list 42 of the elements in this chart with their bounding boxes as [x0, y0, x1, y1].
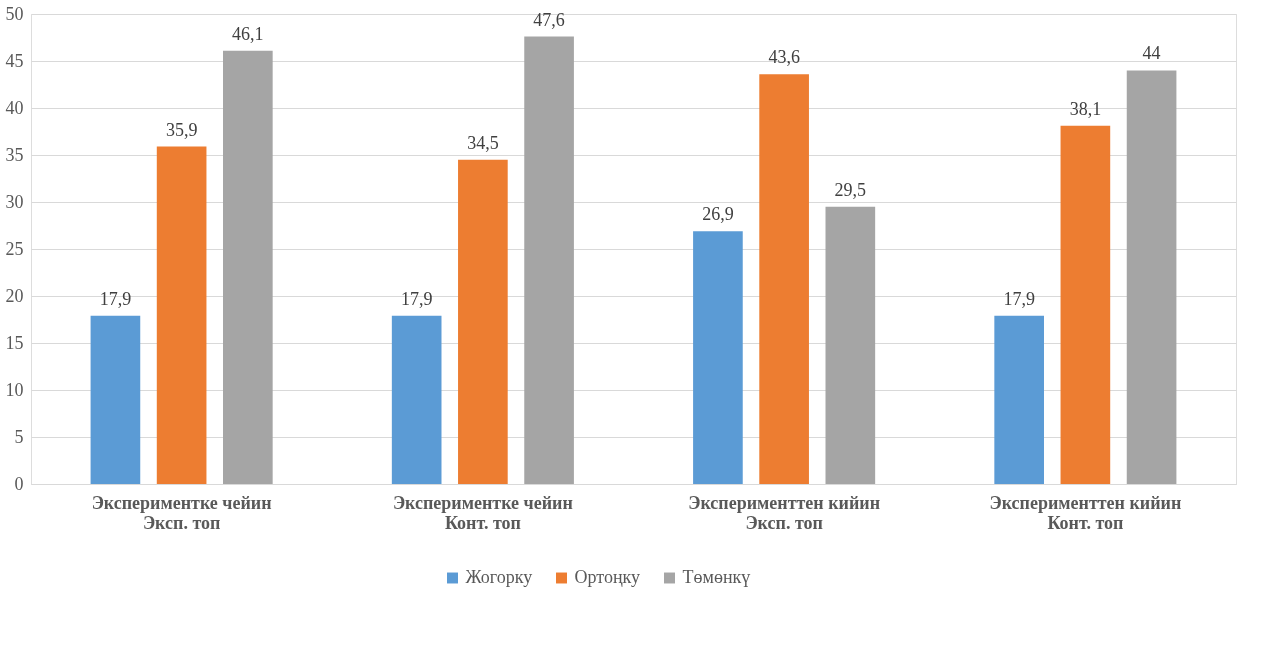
bar: [223, 50, 273, 484]
data-label: 35,9: [165, 119, 198, 140]
y-tick-label: 30: [5, 191, 24, 212]
bar: [825, 206, 876, 484]
bar: [1060, 125, 1111, 484]
y-tick-label: 20: [5, 285, 24, 306]
x-tick-label: Экспериментке чейин Конт. топ: [392, 492, 573, 533]
x-tick-label: Эксперименттен кийин Эксп. топ: [688, 492, 881, 533]
x-tick-label: Экспериментке чейин Эксп. топ: [91, 492, 272, 533]
y-tick-label: 10: [5, 379, 24, 400]
data-label: 43,6: [768, 47, 800, 68]
bar: [156, 146, 207, 484]
y-tick-label: 40: [5, 97, 24, 118]
data-label: 29,5: [834, 179, 867, 200]
bar: [759, 74, 809, 484]
bar: [90, 315, 141, 484]
bar: [994, 315, 1044, 484]
data-label: 17,9: [400, 288, 433, 309]
y-tick-label: 50: [5, 3, 24, 24]
data-label: 17,9: [99, 288, 132, 309]
data-label: 38,1: [1069, 98, 1102, 119]
legend-label: Ортоңку: [574, 567, 641, 587]
bar: [391, 315, 442, 484]
bar: [458, 159, 508, 484]
bar: [524, 36, 574, 484]
y-tick-label: 35: [5, 144, 24, 165]
data-label: 46,1: [232, 23, 264, 44]
data-label: 26,9: [702, 204, 734, 225]
data-label: 17,9: [1003, 288, 1035, 309]
legend-label: Төмөнкү: [682, 567, 751, 587]
y-tick-label: 25: [5, 238, 24, 259]
data-label: 44: [1142, 43, 1161, 64]
bar: [1126, 70, 1177, 484]
y-tick-label: 5: [14, 426, 24, 447]
legend-label: Жогорку: [465, 567, 533, 587]
bar: [693, 231, 743, 484]
y-tick-label: 15: [5, 332, 24, 353]
y-tick-label: 45: [5, 50, 24, 71]
y-tick-label: 0: [14, 473, 24, 494]
x-tick-label: Эксперименттен кийин Конт. топ: [989, 492, 1182, 533]
data-label: 47,6: [533, 9, 565, 30]
data-label: 34,5: [467, 132, 499, 153]
